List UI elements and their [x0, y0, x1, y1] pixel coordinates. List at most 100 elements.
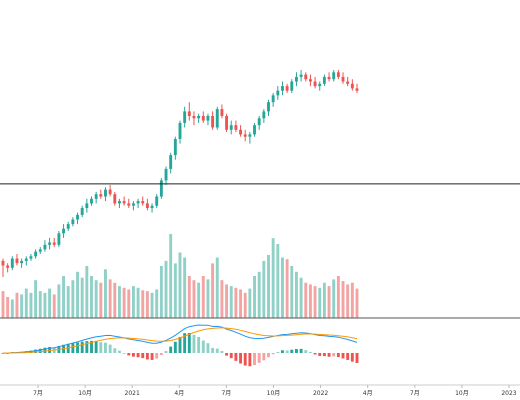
volume-bar — [355, 288, 359, 318]
macd-histogram-bar — [220, 351, 224, 353]
volume-bar — [43, 292, 47, 318]
time-axis-label: 2023 — [501, 390, 516, 397]
volume-bar — [169, 234, 173, 318]
volume-bar — [90, 276, 93, 318]
volume-bar — [178, 252, 182, 318]
volume-bar — [225, 284, 229, 318]
volume-bar — [24, 288, 28, 318]
volume-bar — [267, 255, 270, 318]
macd-histogram-bar — [145, 353, 149, 360]
volume-bar — [34, 280, 38, 318]
macd-histogram-bar — [206, 343, 210, 353]
candle — [313, 76, 317, 89]
candle — [253, 122, 256, 137]
candle — [299, 70, 303, 82]
candle — [169, 152, 173, 174]
time-axis-label: 7月 — [221, 390, 231, 397]
candle — [295, 72, 298, 87]
candle-body — [192, 116, 196, 119]
volume-bar — [350, 282, 354, 318]
candle — [211, 111, 215, 130]
macd-histogram-bar — [248, 353, 252, 367]
candle — [215, 106, 219, 130]
volume-bar — [136, 287, 140, 318]
candle — [131, 201, 135, 211]
candle-body — [313, 81, 317, 87]
macd-histogram-bar — [104, 342, 107, 353]
volume-bar — [211, 263, 215, 318]
candle — [322, 74, 326, 87]
volume-bar — [332, 279, 336, 318]
volume-bar — [94, 280, 98, 318]
volume-bar — [187, 276, 191, 318]
time-axis: 7月 10月 2021 4月 7月 10月 2022 4月 7月 10月 2023 — [33, 385, 517, 397]
macd-histogram-bar — [141, 353, 145, 359]
macd-histogram-bar — [80, 341, 84, 353]
candle — [243, 129, 247, 142]
volume-bar — [304, 282, 308, 318]
candle-body — [108, 189, 112, 195]
macd-histogram-bar — [295, 349, 298, 353]
candle-body — [15, 258, 19, 264]
candle — [248, 132, 252, 144]
volume-bar — [48, 288, 52, 318]
candle-body — [295, 76, 298, 82]
volume-bar — [341, 281, 345, 318]
candle-body — [341, 76, 345, 82]
macd-histogram-bar — [239, 353, 242, 364]
candle — [34, 249, 38, 259]
candle — [327, 72, 331, 82]
volume-bar — [145, 291, 149, 318]
candle-body — [122, 201, 126, 204]
volume-bar — [131, 286, 135, 318]
candle-body — [20, 260, 24, 264]
candle-body — [57, 233, 61, 245]
volume-bar — [15, 292, 19, 318]
macd-histogram-bar — [201, 340, 205, 353]
candle — [155, 194, 159, 208]
macd-histogram-bar — [341, 353, 345, 359]
candle-body — [257, 118, 261, 126]
candle-body — [271, 95, 275, 103]
candle-body — [62, 228, 65, 234]
volume-bar — [141, 290, 145, 318]
candle — [173, 136, 177, 160]
signal-line — [3, 327, 358, 354]
candle — [225, 113, 229, 133]
macd-histogram-bar — [192, 334, 196, 353]
volume-bar — [183, 257, 187, 318]
volume-bar — [299, 277, 303, 318]
macd-histogram-bar — [187, 333, 191, 353]
macd-histogram-bar — [169, 346, 173, 353]
candle-body — [127, 203, 131, 206]
macd-histogram-bar — [118, 350, 121, 353]
candle-body — [262, 111, 266, 119]
candle — [234, 120, 238, 133]
candle-body — [267, 102, 270, 112]
candle — [62, 224, 65, 238]
macd-histogram-bar — [71, 343, 75, 353]
candle — [192, 111, 196, 126]
candle-body — [229, 125, 233, 130]
candle-body — [155, 196, 159, 206]
candle-body — [136, 201, 140, 204]
macd-histogram-bar — [113, 348, 117, 353]
candle-body — [276, 90, 280, 96]
candle-body — [327, 76, 331, 80]
macd-histogram-bar — [108, 344, 112, 353]
time-axis-label: 4月 — [174, 390, 184, 397]
time-axis-label: 4月 — [363, 390, 373, 397]
macd-histogram-bar — [346, 353, 350, 360]
macd-histogram-bar — [136, 353, 140, 358]
time-axis-label: 2021 — [125, 390, 140, 397]
candle-body — [141, 201, 145, 204]
volume-bar — [262, 260, 266, 318]
macd-histogram-bar — [318, 353, 322, 356]
macd-histogram-bar — [253, 353, 256, 366]
candle-body — [253, 125, 256, 135]
candle — [164, 166, 168, 185]
candle — [183, 106, 187, 128]
macd-histogram-bar — [229, 353, 233, 359]
